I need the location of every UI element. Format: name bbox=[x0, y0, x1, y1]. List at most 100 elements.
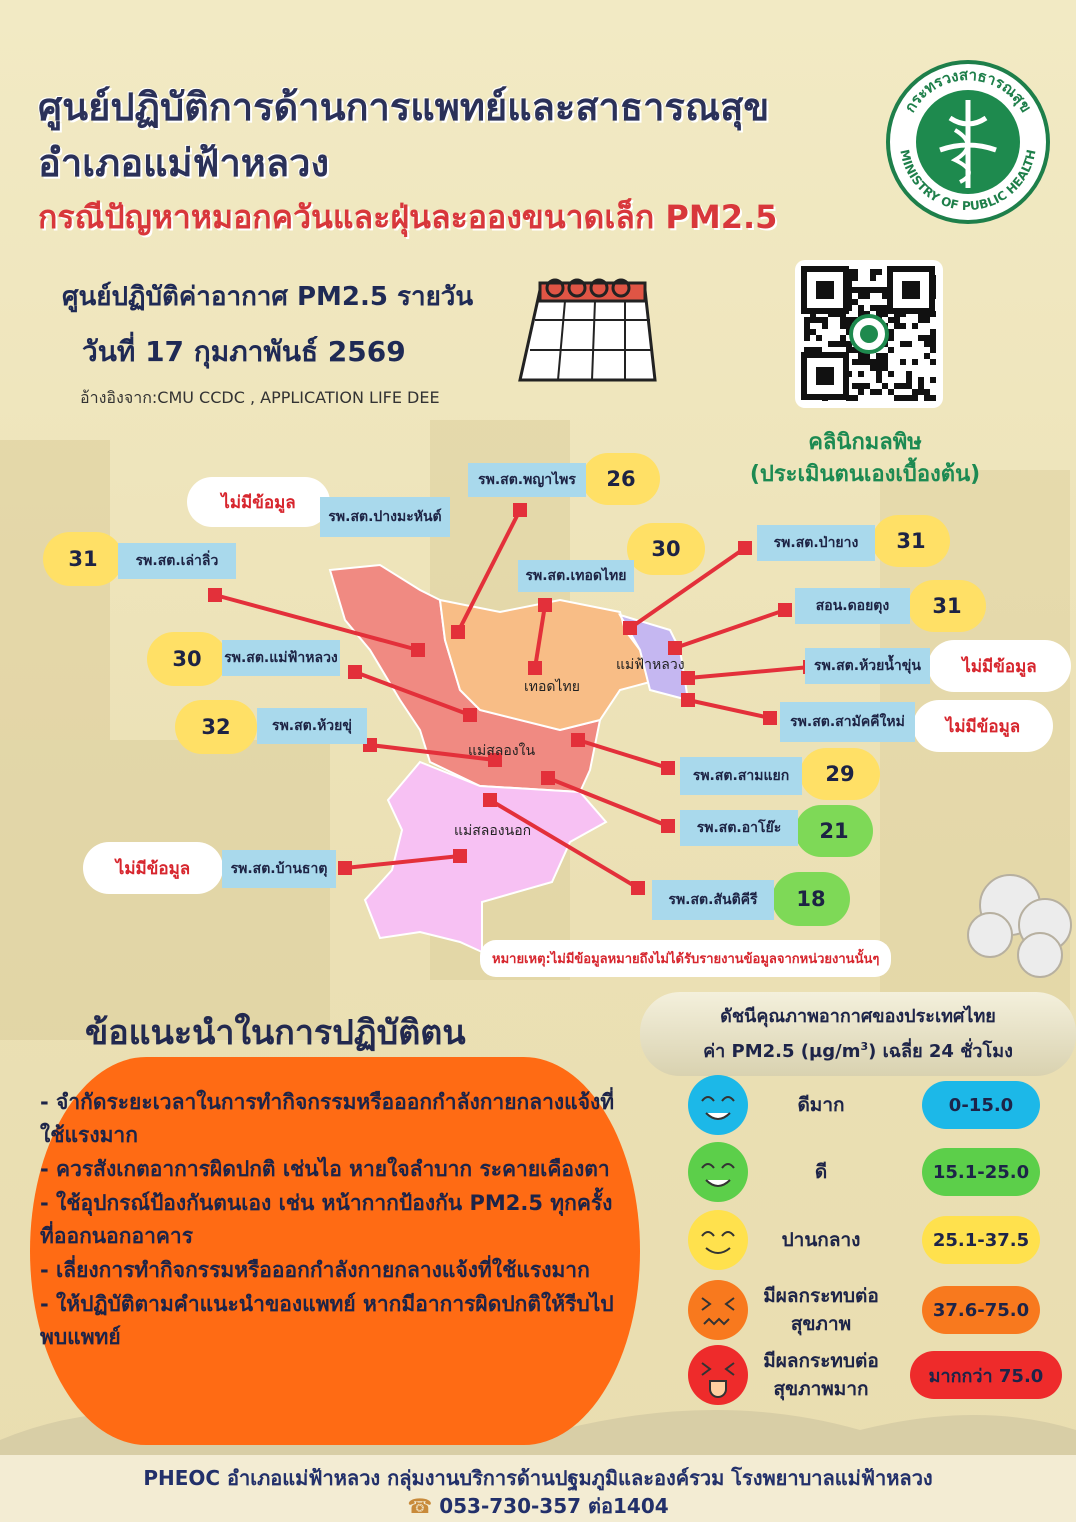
qr-module bbox=[888, 335, 894, 341]
qr-module bbox=[900, 359, 906, 365]
aqi-level-label: มีผลกระทบต่อ สุขภาพ bbox=[736, 1282, 906, 1338]
qr-module bbox=[846, 323, 852, 329]
qr-module bbox=[924, 341, 930, 347]
advice-box bbox=[30, 1057, 640, 1445]
advice-item: - ใช้อุปกรณ์ป้องกันตนเอง เช่น หน้ากากป้อ… bbox=[40, 1191, 613, 1248]
qr-module bbox=[870, 365, 876, 371]
qr-module bbox=[840, 317, 846, 323]
qr-finder bbox=[816, 281, 834, 299]
connector-end bbox=[668, 641, 682, 655]
ministry-logo: กระทรวงสาธารณสุข MINISTRY OF PUBLIC HEAL… bbox=[886, 60, 1050, 224]
advice-item: - จำกัดระยะเวลาในการทำกิจกรรมหรือออกกำลั… bbox=[40, 1090, 615, 1147]
qr-module bbox=[930, 329, 936, 335]
qr-module bbox=[840, 323, 846, 329]
qr-module bbox=[924, 389, 930, 395]
qr-module bbox=[918, 383, 924, 389]
qr-caption: (ประเมินตนเองเบื้องต้น) bbox=[749, 462, 981, 487]
qr-module bbox=[810, 347, 816, 353]
qr-module bbox=[906, 383, 912, 389]
footer-org: PHEOC อำเภอแม่ฟ้าหลวง กลุ่มงานบริการด้าน… bbox=[143, 1466, 933, 1490]
connector-end bbox=[538, 598, 552, 612]
qr-module bbox=[918, 335, 924, 341]
qr-module bbox=[924, 335, 930, 341]
station-value: 32 bbox=[175, 700, 257, 754]
connector-end bbox=[681, 693, 695, 707]
qr-module bbox=[900, 395, 906, 401]
aqi-level-label: มีผลกระทบต่อ สุขภาพมาก bbox=[736, 1347, 906, 1403]
qr-module bbox=[816, 347, 822, 353]
qr-module bbox=[882, 353, 888, 359]
qr-module bbox=[888, 329, 894, 335]
qr-module bbox=[906, 371, 912, 377]
station-name: รพ.สต.แม่ฟ้าหลวง bbox=[222, 640, 340, 676]
subtitle: กรณีปัญหาหมอกควันและฝุ่นละอองขนาดเล็ก PM… bbox=[38, 198, 778, 236]
connector-end bbox=[338, 861, 352, 875]
qr-module bbox=[900, 383, 906, 389]
qr-module bbox=[930, 359, 936, 365]
aqi-subtitle: ค่า PM2.5 (µg/m3) เฉลี่ย 24 ชั่วโมง bbox=[640, 1032, 1076, 1067]
connector-end bbox=[488, 753, 502, 767]
qr-module bbox=[816, 335, 822, 341]
qr-module bbox=[888, 371, 894, 377]
advice-item: - ควรสังเกตอาการผิดปกติ เช่นไอ หายใจลำบา… bbox=[40, 1157, 610, 1181]
qr-module bbox=[924, 353, 930, 359]
connector-end bbox=[681, 671, 695, 685]
phone-icon: ☎ bbox=[407, 1494, 433, 1518]
station-value: 26 bbox=[582, 453, 660, 505]
qr-module bbox=[816, 317, 822, 323]
connector bbox=[628, 546, 747, 630]
aqi-level-line: ดี bbox=[814, 1161, 828, 1183]
connector-end bbox=[631, 881, 645, 895]
station-name: สอน.ดอยตุง bbox=[795, 588, 910, 624]
qr-module bbox=[864, 293, 870, 299]
qr-module bbox=[882, 293, 888, 299]
qr-module bbox=[894, 317, 900, 323]
connector-end bbox=[451, 625, 465, 639]
qr-module bbox=[876, 359, 882, 365]
station-no-data: ไม่มีข้อมูล bbox=[913, 700, 1053, 752]
qr-module bbox=[876, 311, 882, 317]
station-value: 30 bbox=[627, 523, 705, 575]
qr-module bbox=[852, 347, 858, 353]
qr-module bbox=[858, 383, 864, 389]
qr-module bbox=[876, 287, 882, 293]
qr-module bbox=[840, 335, 846, 341]
station-no-data: ไม่มีข้อมูล bbox=[928, 640, 1071, 692]
station-name: รพ.สต.สามแยก bbox=[680, 757, 802, 795]
district-label: เทอดไทย bbox=[524, 679, 580, 695]
aqi-range: 37.6-75.0 bbox=[922, 1286, 1040, 1334]
aqi-level-line: มีผลกระทบต่อ bbox=[763, 1350, 879, 1372]
note: หมายเหตุ:ไม่มีข้อมูลหมายถึงไม่ได้รับรายง… bbox=[480, 940, 892, 977]
qr-module bbox=[852, 395, 858, 401]
qr-module bbox=[852, 275, 858, 281]
station-name: รพ.สต.เล่าลิ่ว bbox=[118, 543, 236, 579]
aqi-level-label: ดีมาก bbox=[736, 1091, 906, 1119]
station-value: 31 bbox=[908, 580, 986, 632]
connector-end bbox=[463, 708, 477, 722]
connector-end bbox=[541, 771, 555, 785]
qr-module bbox=[870, 359, 876, 365]
qr-module bbox=[852, 359, 858, 365]
aqi-subtitle-sup: 3 bbox=[860, 1040, 869, 1053]
connector-end bbox=[528, 661, 542, 675]
qr-module bbox=[864, 311, 870, 317]
qr-module bbox=[846, 347, 852, 353]
qr-module bbox=[930, 395, 936, 401]
qr-module bbox=[918, 317, 924, 323]
connector-end bbox=[738, 541, 752, 555]
qr-code bbox=[795, 260, 943, 408]
qr-logo bbox=[860, 325, 878, 343]
connector-end bbox=[453, 849, 467, 863]
qr-module bbox=[882, 305, 888, 311]
qr-module bbox=[852, 269, 858, 275]
aqi-title: ดัชนีคุณภาพอากาศของประเทศไทย bbox=[720, 1006, 996, 1027]
qr-module bbox=[876, 269, 882, 275]
connector-end bbox=[661, 761, 675, 775]
qr-module bbox=[858, 359, 864, 365]
qr-module bbox=[858, 353, 864, 359]
qr-module bbox=[852, 287, 858, 293]
qr-module bbox=[882, 383, 888, 389]
qr-module bbox=[906, 395, 912, 401]
qr-module bbox=[870, 269, 876, 275]
